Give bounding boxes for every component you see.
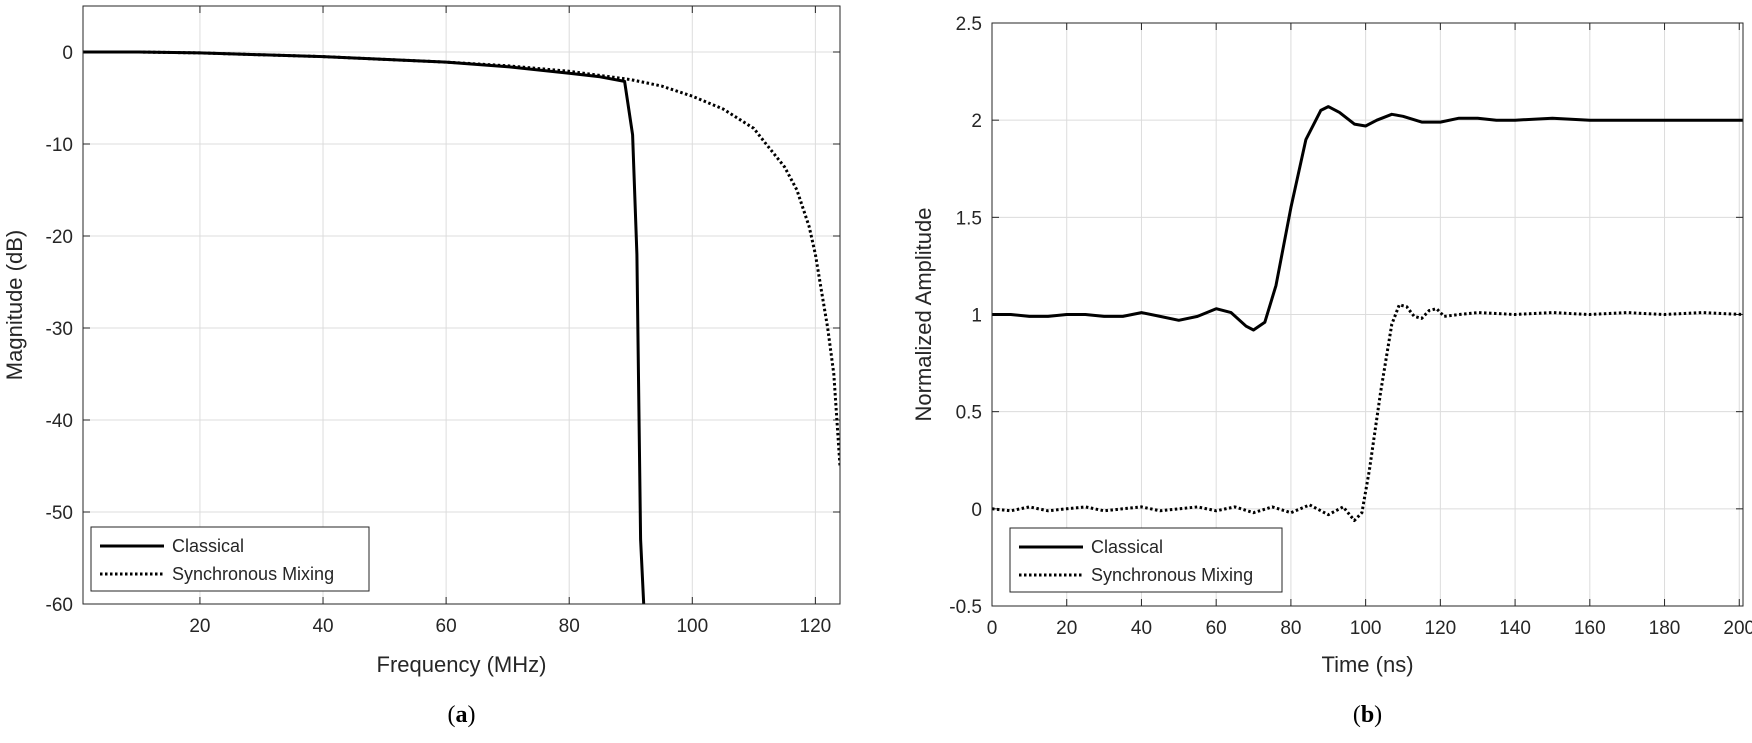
y-tick-label: 0	[971, 500, 982, 521]
panel-caption: (a)	[448, 702, 476, 728]
x-tick-label: 200	[1723, 618, 1752, 639]
y-axis-label: Normalized Amplitude	[911, 208, 936, 422]
x-tick-label: 140	[1499, 618, 1531, 639]
x-tick-label: 100	[676, 616, 708, 637]
caption-close-paren: )	[1374, 702, 1382, 728]
y-tick-label: 1.5	[956, 208, 982, 229]
y-tick-label: -50	[46, 503, 73, 524]
x-tick-label: 100	[1350, 618, 1382, 639]
legend: Classical Synchronous Mixing	[90, 526, 370, 592]
x-tick-label: 40	[312, 616, 333, 637]
x-tick-label: 20	[189, 616, 210, 637]
axes-box	[991, 22, 1744, 607]
axes-box	[82, 5, 841, 605]
x-tick-label: 180	[1649, 618, 1681, 639]
legend-label: Classical	[1091, 537, 1163, 557]
x-tick-label: 80	[559, 616, 580, 637]
series-line-classical	[992, 105, 1743, 332]
plot-area	[83, 6, 840, 604]
panel-caption: (b)	[1353, 702, 1382, 728]
x-tick-label: 0	[987, 618, 998, 639]
caption-open-paren: (	[448, 702, 456, 728]
x-tick-label: 120	[800, 616, 832, 637]
caption-letter: a	[456, 702, 468, 728]
x-tick-label: 60	[436, 616, 457, 637]
y-tick-label: -10	[46, 135, 73, 156]
y-tick-label: -0.5	[949, 597, 982, 618]
legend-label: Synchronous Mixing	[172, 564, 334, 584]
legend: Classical Synchronous Mixing	[1009, 527, 1283, 593]
legend-label: Classical	[172, 536, 244, 556]
caption-letter: b	[1361, 702, 1374, 728]
x-tick-label: 160	[1574, 618, 1606, 639]
x-axis-label: Frequency (MHz)	[377, 652, 547, 677]
y-tick-label: 0.5	[956, 403, 982, 424]
y-tick-label: -40	[46, 411, 73, 432]
x-tick-label: 40	[1131, 618, 1152, 639]
y-tick-label: 1	[971, 306, 982, 327]
y-tick-label: -30	[46, 319, 73, 340]
panel-b: 0 20 40 60 80 100 120 140 160 180 200-0.500.511.52…	[911, 14, 1752, 728]
x-tick-label: 60	[1206, 618, 1227, 639]
y-tick-label: -20	[46, 227, 73, 248]
caption-open-paren: (	[1353, 702, 1361, 728]
x-axis-label: Time (ns)	[1321, 652, 1413, 677]
legend-label: Synchronous Mixing	[1091, 565, 1253, 585]
x-tick-label: 20	[1056, 618, 1077, 639]
series-line-synchronous-mixing	[992, 303, 1743, 522]
y-tick-label: 0	[62, 43, 73, 64]
y-axis-label: Magnitude (dB)	[2, 230, 27, 380]
legend-box	[90, 526, 370, 592]
y-tick-label: 2	[971, 111, 982, 132]
caption-close-paren: )	[468, 702, 476, 728]
series-line-synchronous-mixing	[83, 50, 840, 467]
legend-box	[1009, 527, 1283, 593]
x-tick-label: 120	[1425, 618, 1457, 639]
x-tick-label: 80	[1280, 618, 1301, 639]
y-tick-label: 2.5	[956, 14, 982, 35]
y-tick-label: -60	[46, 595, 73, 616]
panel-a: 20 40 60 80 100 120 0 -10 -20 -30 -40 -50 -60 Frequen…	[2, 5, 841, 728]
